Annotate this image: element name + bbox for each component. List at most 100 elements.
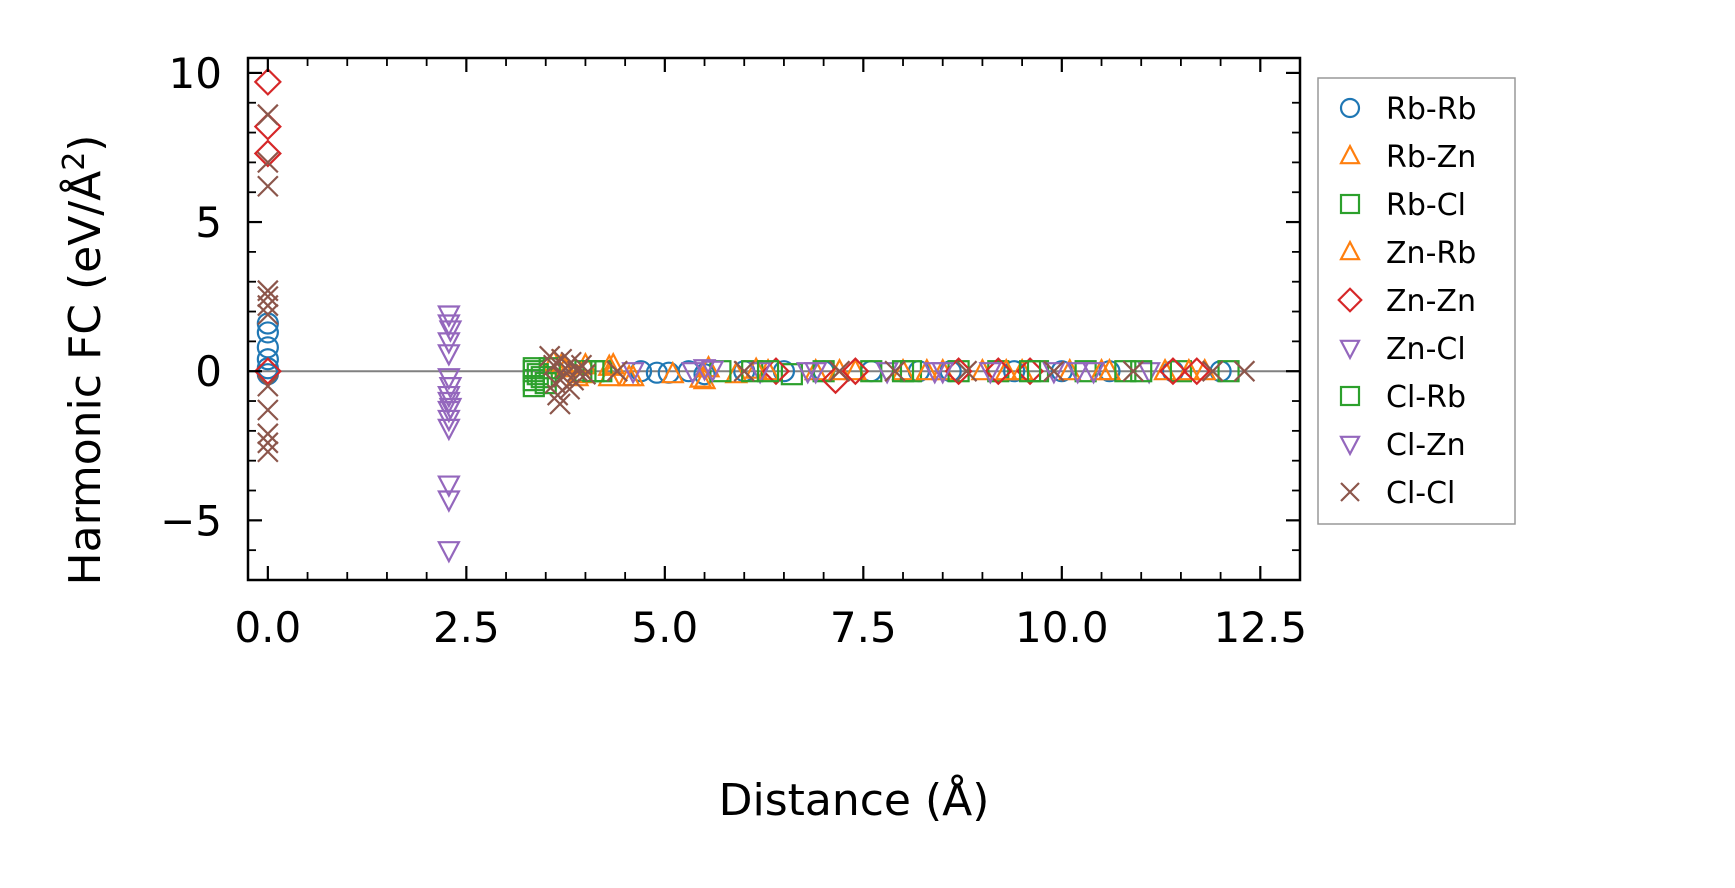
series-zn-cl	[437, 305, 1161, 564]
data-point	[748, 362, 772, 385]
data-point	[253, 67, 282, 96]
data-point	[437, 332, 461, 355]
legend-entry: Zn-Rb	[1339, 236, 1476, 271]
legend-entry: Zn-Cl	[1339, 332, 1466, 367]
y-axis-label: Harmonic FC (eV/Å2)	[57, 135, 111, 586]
data-point	[566, 360, 589, 382]
data-point	[437, 385, 461, 409]
x-tick-label: 10.0	[1015, 603, 1109, 652]
legend-marker	[1339, 97, 1361, 119]
data-point	[984, 357, 1013, 386]
series-zn-zn	[253, 67, 1211, 395]
series-rb-rb	[256, 312, 1232, 386]
x-tick-label: 7.5	[830, 603, 897, 652]
data-point	[733, 360, 756, 382]
data-point	[1169, 360, 1193, 383]
data-point	[1217, 360, 1240, 383]
data-point	[696, 354, 721, 378]
data-point	[1065, 362, 1090, 385]
data-point	[930, 362, 955, 385]
data-point	[756, 360, 780, 383]
data-point	[253, 139, 282, 168]
data-point	[437, 344, 461, 367]
legend-entry: Rb-Cl	[1339, 188, 1466, 223]
legend-entry: Zn-Zn	[1337, 284, 1476, 319]
legend-label: Zn-Zn	[1386, 284, 1476, 319]
y-axis-label-superscript: 2	[57, 152, 92, 171]
data-point	[257, 175, 279, 198]
x-tick-label: 2.5	[433, 603, 500, 652]
data-point	[257, 285, 279, 308]
legend-marker	[1339, 385, 1361, 407]
y-tick-label: −5	[160, 496, 222, 545]
legend: Rb-Rb Rb-Zn Rb-Cl Zn-Rb Zn-Zn Zn-Cl Cl-Rb Cl-Zn…	[1317, 77, 1516, 525]
data-point	[660, 360, 685, 384]
data-point	[884, 360, 906, 382]
data-point	[1233, 360, 1256, 382]
data-point	[692, 359, 717, 382]
data-point	[680, 362, 705, 385]
legend-label: Cl-Cl	[1386, 476, 1455, 511]
data-point	[1018, 360, 1042, 383]
series-rb-zn	[541, 348, 1217, 390]
data-point	[437, 541, 461, 564]
data-point	[1003, 360, 1026, 383]
axes-frame	[246, 56, 1302, 582]
data-point	[253, 112, 282, 141]
legend-marker	[1339, 435, 1361, 457]
data-point	[438, 377, 463, 400]
data-point	[1201, 360, 1224, 382]
legend-label: Cl-Rb	[1386, 380, 1466, 415]
data-point	[257, 375, 279, 397]
data-point	[256, 321, 279, 344]
data-point	[257, 399, 279, 421]
data-point	[1089, 357, 1114, 381]
x-tick-label: 0.0	[234, 603, 301, 652]
legend-entry: Cl-Rb	[1339, 380, 1466, 415]
y-axis-label-main: Harmonic FC (eV/Å	[58, 171, 111, 586]
data-point	[1130, 360, 1153, 383]
data-point	[891, 360, 915, 383]
data-point	[257, 103, 279, 126]
data-point	[256, 348, 279, 371]
legend-label: Zn-Cl	[1386, 332, 1466, 367]
data-point	[606, 360, 628, 382]
data-point	[744, 356, 768, 379]
legend-marker	[1339, 143, 1361, 165]
legend-marker	[1340, 482, 1360, 502]
data-point	[257, 423, 279, 445]
y-axis-label-close: )	[60, 135, 111, 152]
data-point	[803, 357, 828, 381]
legend-entry: Rb-Zn	[1339, 140, 1476, 175]
data-point	[574, 363, 597, 385]
data-point	[1114, 360, 1137, 383]
data-point	[1158, 357, 1188, 386]
legend-label: Rb-Rb	[1386, 92, 1477, 127]
data-point	[257, 279, 279, 302]
data-point	[437, 475, 461, 498]
data-point	[1042, 362, 1066, 385]
data-point	[438, 397, 463, 421]
legend-marker	[1337, 287, 1363, 313]
data-point	[1015, 357, 1045, 386]
data-point	[437, 418, 461, 442]
data-point	[257, 303, 279, 326]
data-point	[257, 294, 279, 317]
data-point	[1137, 362, 1161, 385]
data-point	[257, 440, 279, 463]
legend-entry: Rb-Rb	[1339, 92, 1477, 127]
legend-marker	[1339, 239, 1361, 261]
x-tick-label: 5.0	[631, 603, 698, 652]
data-point	[437, 314, 461, 337]
y-tick-label: 5	[195, 198, 222, 247]
data-point	[437, 490, 461, 513]
data-point	[621, 362, 645, 385]
data-point	[1081, 362, 1106, 385]
data-point	[257, 151, 279, 174]
data-point	[257, 432, 279, 454]
data-point	[1182, 357, 1211, 386]
data-point	[955, 360, 978, 382]
data-point	[915, 357, 939, 381]
legend-entry: Cl-Cl	[1340, 476, 1455, 511]
